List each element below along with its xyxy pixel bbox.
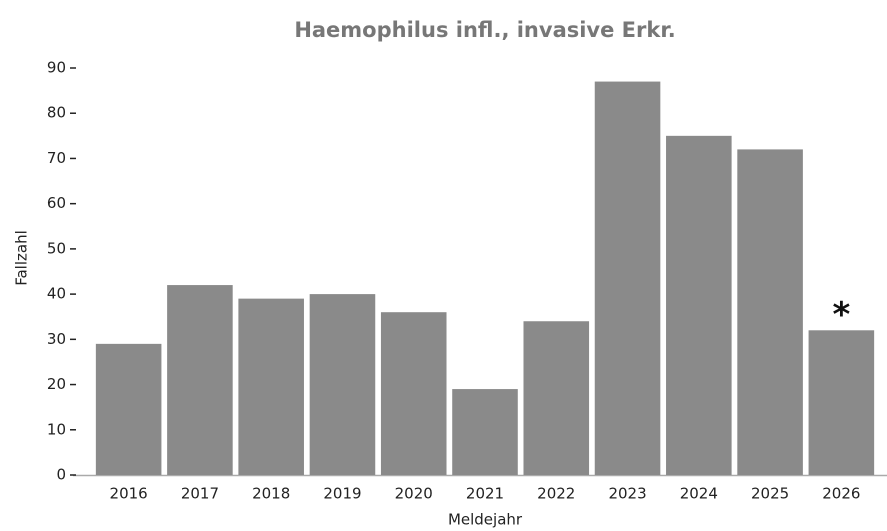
x-tick-label: 2022 [537,485,575,503]
bar [238,298,304,475]
y-tick-label: 60 [47,194,66,212]
y-tick-label: 20 [47,375,66,393]
y-tick-label: 70 [47,149,66,167]
y-tick-label: 80 [47,104,66,122]
x-tick-label: 2017 [181,485,219,503]
annotation: * [832,295,850,335]
bar [808,330,875,475]
x-tick-label: 2021 [466,485,504,503]
y-tick-label: 40 [47,285,66,303]
y-tick-label: 30 [47,330,66,348]
bar [380,312,447,475]
bar [737,149,803,475]
x-tick-label: 2019 [323,485,361,503]
y-tick-label: 50 [47,239,66,257]
bar [666,135,732,476]
y-tick-label: 0 [56,466,66,484]
y-tick-label: 10 [47,420,66,438]
bar [309,294,376,475]
bar [95,343,162,475]
bar [167,285,233,475]
bar [594,81,661,476]
y-axis-label: Fallzahl [13,230,31,286]
x-tick-label: 2026 [822,485,860,503]
x-tick-label: 2020 [395,485,433,503]
y-tick-label: 90 [47,59,66,77]
bar [523,321,590,475]
x-tick-label: 2023 [608,485,646,503]
x-tick-label: 2016 [110,485,148,503]
bar [452,389,518,475]
x-tick-label: 2018 [252,485,290,503]
x-axis-label: Meldejahr [448,511,523,529]
x-tick-label: 2024 [680,485,718,503]
chart-title: Haemophilus infl., invasive Erkr. [294,18,675,42]
x-tick-label: 2025 [751,485,789,503]
